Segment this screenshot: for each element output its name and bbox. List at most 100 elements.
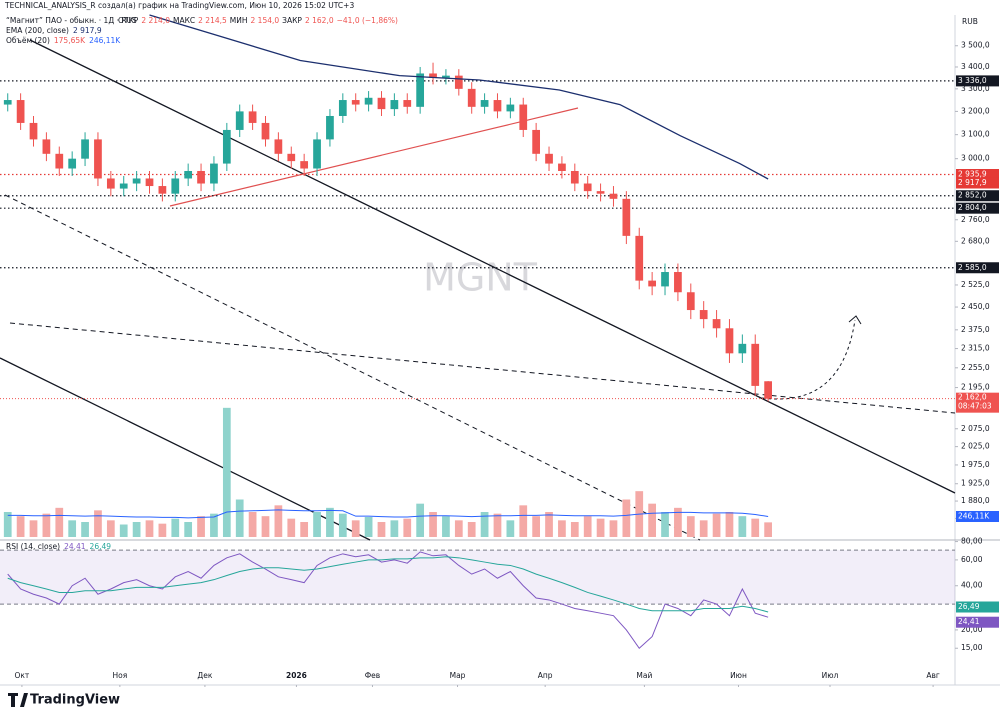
rsi-tick-label: 15,00	[961, 643, 983, 652]
candle-body	[648, 280, 656, 287]
volume-bar	[403, 518, 412, 537]
rsi-value-label: 26,49	[958, 602, 980, 611]
candle-body	[545, 153, 553, 164]
volume-bar	[313, 512, 321, 537]
candle-body	[467, 88, 476, 107]
candle-body	[68, 158, 77, 169]
volume-ma-label-box	[956, 510, 999, 522]
y-tick-label: 3 400,0	[961, 62, 990, 71]
candle-body	[764, 381, 772, 399]
rsi-tick-label: 40,00	[961, 581, 983, 590]
volume-bar	[416, 503, 425, 537]
x-tick-label: 2026	[286, 671, 307, 680]
volume-bar	[261, 516, 270, 537]
x-tick-label: Июн	[730, 671, 747, 680]
y-tick-label: 2 255,0	[961, 363, 990, 372]
volume-legend-value: 175,65K	[54, 36, 86, 45]
candle-body	[338, 100, 347, 116]
ema-label-box	[956, 177, 999, 189]
y-tick-label: 2 680,0	[961, 236, 990, 245]
volume-legend: Объём (20)	[6, 36, 50, 45]
volume-bar	[506, 520, 515, 537]
volume-bar	[3, 512, 12, 537]
volume-legend-value: 246,11K	[89, 36, 121, 45]
candle-body	[390, 100, 399, 110]
y-tick-label: 3 100,0	[961, 130, 990, 139]
y-tick-label: 3 000,0	[961, 154, 990, 163]
ema-legend: EMA (200, close)	[6, 26, 69, 35]
candle-body	[55, 153, 64, 169]
rsi-value-label: 24,41	[958, 617, 980, 626]
candle-body	[674, 272, 682, 293]
volume-bar	[532, 516, 541, 537]
rsi-tick-label: 80,00	[961, 537, 983, 546]
rsi-legend-value: 24,41	[64, 542, 86, 551]
candle-body	[222, 129, 231, 164]
drawings	[0, 39, 956, 541]
volume-bar	[583, 516, 592, 537]
channel-line	[29, 39, 956, 494]
symbol-title: “Магнит” ПАО - обыкн. · 1Д · RUS	[6, 16, 137, 25]
level-label: 2 852,0	[958, 191, 987, 200]
candle-body	[94, 139, 102, 179]
volume-bar	[106, 520, 115, 537]
y-tick-label: 3 200,0	[961, 106, 990, 115]
volume-bar	[751, 518, 760, 537]
rsi-tick-label: 60,00	[961, 555, 983, 564]
x-tick-label: Фев	[365, 671, 381, 680]
candle-body	[171, 178, 180, 194]
candle-body	[313, 139, 321, 169]
candle-body	[519, 104, 528, 130]
candle-body	[583, 183, 592, 192]
volume-bar	[725, 512, 734, 537]
volume-bar	[558, 520, 566, 537]
y-tick-label: 2 025,0	[961, 442, 990, 451]
last-price-box	[956, 392, 999, 413]
volume-bar	[338, 513, 347, 537]
candle-body	[81, 139, 89, 159]
volume-bar	[29, 520, 38, 537]
y-tick-label: 2 760,0	[961, 215, 990, 224]
candle-body	[403, 100, 412, 107]
x-tick-label: Авг	[926, 671, 940, 680]
volume-bar	[686, 516, 695, 537]
candle-body	[106, 178, 115, 189]
channel-line	[0, 357, 371, 541]
volume-bar	[661, 512, 669, 537]
candle-body	[596, 191, 605, 194]
candle-body	[416, 73, 425, 107]
rsi-legend-value: 26,49	[90, 542, 112, 551]
volume-bar	[674, 507, 682, 537]
volume-bar	[519, 505, 528, 537]
candle-body	[42, 139, 51, 154]
candle-body	[287, 153, 296, 162]
rsi-legend: RSI (14, close)	[6, 542, 60, 551]
candle-body	[377, 97, 386, 110]
candle-body	[493, 100, 502, 112]
volume-bar	[326, 507, 334, 537]
x-tick-label: Апр	[538, 671, 553, 680]
level-label: 2 935,9	[958, 170, 987, 179]
ohlc-legend: ЗАКР	[282, 16, 302, 25]
candle-body	[570, 170, 579, 184]
rsi-value-label-box	[956, 601, 999, 613]
candle-body	[158, 186, 167, 194]
volume-bar	[648, 503, 656, 537]
volume-bar	[351, 520, 360, 537]
volume-bar	[390, 520, 399, 537]
arrow-head	[848, 315, 862, 325]
y-tick-label: 1 880,0	[961, 496, 990, 505]
candle-body	[16, 100, 25, 123]
volume-bar	[132, 522, 141, 537]
volume-bar	[210, 513, 218, 537]
candle-body	[532, 129, 541, 154]
volume-bar	[235, 499, 244, 537]
candle-body	[29, 122, 38, 140]
volume-bar	[171, 518, 180, 537]
volume-bar	[699, 520, 708, 537]
level-label-box	[956, 75, 999, 87]
candle-body	[635, 235, 644, 281]
volume-bar	[16, 516, 25, 537]
x-tick-label: Мар	[450, 671, 466, 680]
